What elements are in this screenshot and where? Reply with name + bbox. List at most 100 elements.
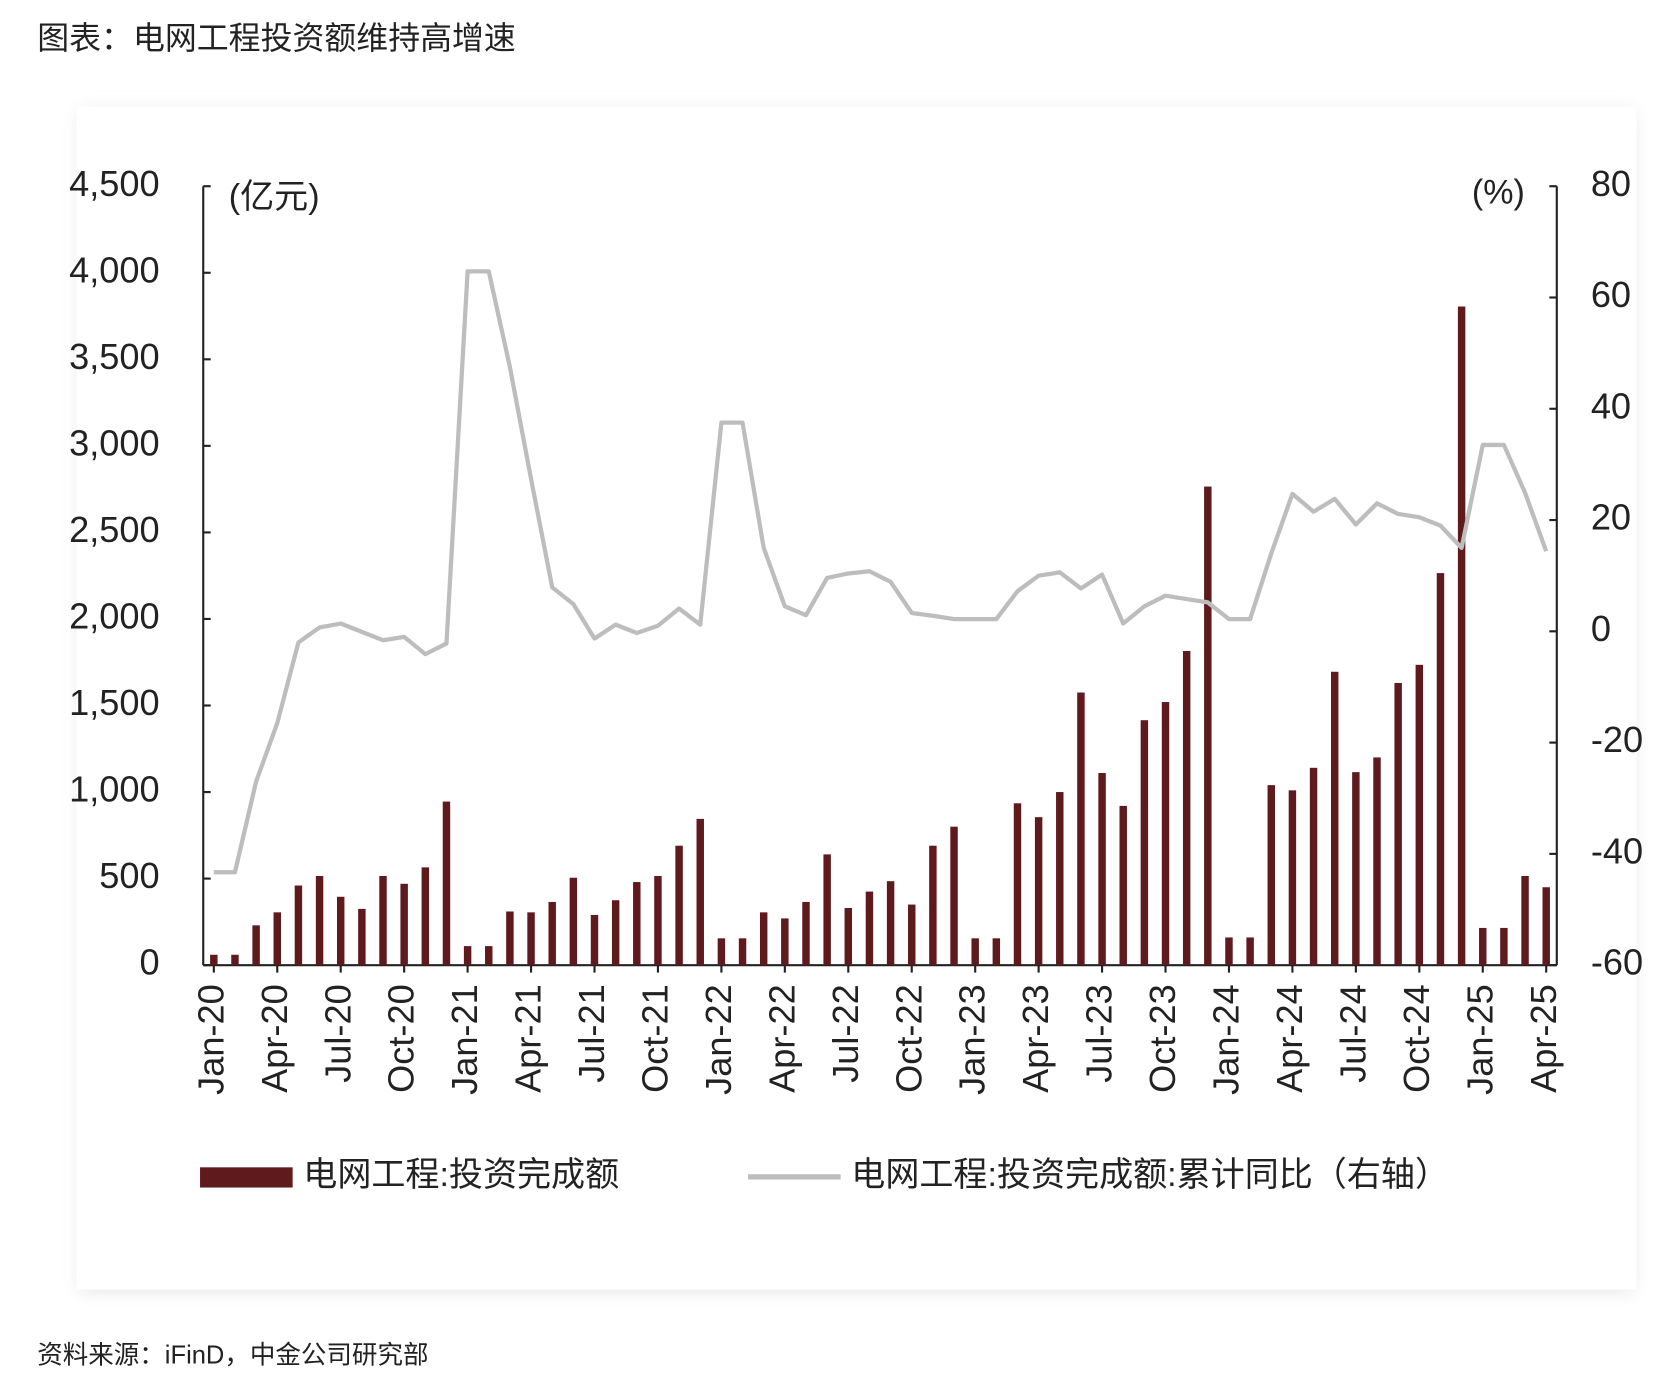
bar <box>844 908 853 966</box>
bar <box>781 918 789 966</box>
bar <box>358 908 366 966</box>
bar <box>1288 790 1297 966</box>
x-tick-label: Jan-20 <box>190 984 231 1095</box>
bar <box>1246 937 1254 966</box>
bar <box>252 925 260 966</box>
bar <box>1225 937 1233 966</box>
legend-label: 电网工程:投资完成额:累计同比（右轴） <box>851 1156 1449 1194</box>
bar <box>273 912 281 966</box>
bar <box>865 891 874 966</box>
y-tick-label: 1,500 <box>69 682 159 723</box>
bar <box>1182 650 1191 966</box>
x-tick-label: Jul-23 <box>1079 984 1120 1082</box>
x-tick-label: Apr-20 <box>254 984 295 1093</box>
bar <box>1098 773 1106 966</box>
bar <box>210 954 218 966</box>
bar <box>1330 671 1339 966</box>
bar <box>569 877 578 966</box>
bar <box>1352 772 1360 966</box>
bar <box>421 867 430 966</box>
y-tick-label: 0 <box>140 942 160 983</box>
bar <box>654 876 662 966</box>
bar <box>1013 803 1022 966</box>
x-tick-label: Jul-20 <box>317 984 358 1082</box>
bar <box>1500 927 1508 966</box>
bar <box>633 882 641 966</box>
bar <box>1309 767 1318 966</box>
x-tick-label: Jul-21 <box>571 984 612 1082</box>
bar <box>379 876 387 966</box>
bar <box>1521 876 1529 966</box>
y-tick-label: 4,500 <box>69 163 159 204</box>
y-tick-label: 1,000 <box>69 769 159 810</box>
bar <box>1394 683 1402 966</box>
x-tick-label: Jul-22 <box>825 984 866 1082</box>
y2-tick-label: 20 <box>1591 497 1631 538</box>
bar <box>1056 792 1064 966</box>
x-tick-label: Apr-24 <box>1269 984 1310 1093</box>
bar <box>717 938 726 966</box>
bar <box>315 876 324 966</box>
x-tick-label: Apr-25 <box>1523 984 1564 1093</box>
bar <box>336 896 345 966</box>
card <box>76 106 1637 1290</box>
x-tick-label: Jan-24 <box>1206 984 1247 1095</box>
bar <box>463 946 472 966</box>
bar <box>1542 887 1550 966</box>
bar <box>929 845 937 966</box>
legend-label: 电网工程:投资完成额 <box>303 1156 619 1194</box>
bar <box>1436 573 1445 966</box>
bar <box>759 912 768 966</box>
bar <box>908 904 916 966</box>
x-tick-label: Oct-22 <box>888 984 929 1093</box>
y2-tick-label: -60 <box>1591 942 1643 983</box>
x-tick-label: Jul-24 <box>1332 984 1373 1082</box>
y-tick-label: 4,000 <box>69 249 159 290</box>
bar <box>1373 757 1381 966</box>
x-tick-label: Oct-24 <box>1396 984 1437 1093</box>
x-tick-label: Apr-21 <box>508 984 549 1093</box>
bar <box>971 938 979 966</box>
y-tick-label: 2,000 <box>69 596 159 637</box>
bar <box>611 900 620 966</box>
bar <box>1204 486 1212 966</box>
x-tick-label: Apr-23 <box>1015 984 1056 1093</box>
bar <box>1479 927 1487 966</box>
bar <box>823 854 831 966</box>
y2-tick-label: 80 <box>1591 163 1631 204</box>
bar <box>485 946 493 966</box>
bar <box>886 881 895 966</box>
bar <box>696 818 704 966</box>
bar <box>738 938 747 966</box>
y-tick-label: 500 <box>99 855 159 896</box>
bar <box>1457 306 1466 966</box>
x-tick-label: Jan-21 <box>444 984 485 1095</box>
x-tick-label: Jan-23 <box>952 984 993 1095</box>
bar <box>231 954 239 966</box>
x-tick-label: Jan-22 <box>698 984 739 1095</box>
x-tick-label: Oct-20 <box>381 984 422 1093</box>
bar <box>950 826 958 966</box>
bar <box>1034 817 1043 966</box>
bar <box>590 914 599 966</box>
bar <box>1077 692 1085 966</box>
bar <box>527 912 535 966</box>
line <box>213 269 1549 875</box>
bar <box>400 883 408 966</box>
figure-title: 图表：电网工程投资额维持高增速 <box>37 20 516 56</box>
bar <box>506 911 514 966</box>
y2-tick-label: 60 <box>1591 274 1631 315</box>
y2-tick-label: 0 <box>1591 608 1611 649</box>
bar <box>1267 785 1275 966</box>
y-tick-label: 2,500 <box>69 509 159 550</box>
x-tick-label: Oct-23 <box>1142 984 1183 1093</box>
y-unit: (亿元) <box>229 178 320 216</box>
bar <box>992 938 1001 966</box>
y2-unit: (%) <box>1472 174 1525 212</box>
bar <box>1415 664 1424 966</box>
y2-tick-label: -20 <box>1591 719 1643 760</box>
bar <box>442 801 451 966</box>
y-tick-label: 3,500 <box>69 336 159 377</box>
